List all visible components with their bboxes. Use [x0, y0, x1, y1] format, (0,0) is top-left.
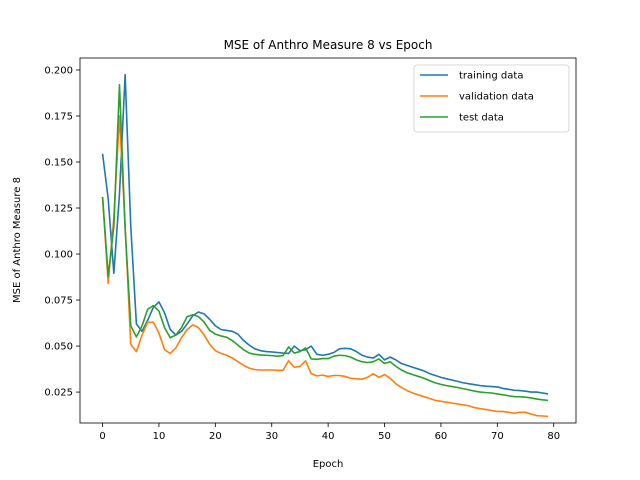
x-tick-label: 70: [491, 431, 504, 442]
y-tick-label: 0.025: [44, 388, 73, 399]
x-tick-label: 80: [547, 431, 560, 442]
legend-box: [413, 64, 570, 133]
legend-label: test data: [459, 113, 504, 124]
x-axis-label: Epoch: [313, 459, 344, 470]
y-axis-ticks: 0.025 0.050 0.075 0.100 0.125 0.150 0.175 0.200: [44, 65, 80, 399]
plot-frame: [79, 57, 577, 424]
y-tick-label: 0.100: [44, 250, 73, 261]
y-tick-label: 0.200: [44, 65, 73, 76]
y-tick-label: 0.150: [44, 157, 73, 168]
legend-label: validation data: [459, 92, 534, 103]
series-layer: [101, 73, 549, 418]
x-tick-label: 20: [209, 431, 222, 442]
x-tick-label: 50: [378, 431, 391, 442]
x-tick-label: 30: [265, 431, 278, 442]
legend-label: training data: [459, 71, 523, 82]
x-tick-label: 60: [435, 431, 448, 442]
y-axis-label: MSE of Anthro Measure 8: [12, 177, 23, 303]
series-line-validation-data: [101, 115, 549, 418]
y-tick-label: 0.050: [44, 342, 73, 353]
y-tick-label: 0.125: [44, 204, 73, 215]
chart-title: MSE of Anthro Measure 8 vs Epoch: [224, 38, 433, 52]
y-tick-label: 0.175: [44, 111, 73, 122]
legend: training data validation data test data: [413, 64, 570, 133]
x-axis-ticks: 0 10 20 30 40 50 60 70 80: [99, 423, 560, 442]
x-tick-label: 0: [99, 431, 105, 442]
x-tick-label: 10: [153, 431, 166, 442]
series-line-test-data: [101, 83, 549, 402]
x-tick-label: 40: [322, 431, 335, 442]
y-tick-label: 0.075: [44, 296, 73, 307]
